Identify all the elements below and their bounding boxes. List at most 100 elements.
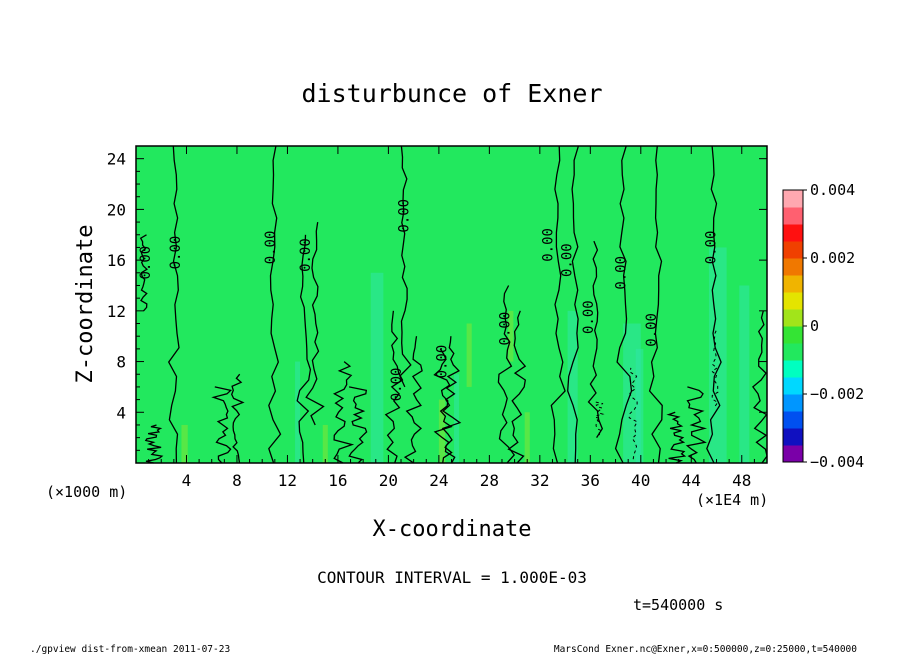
contour-line <box>296 234 312 464</box>
contour-line <box>685 386 708 464</box>
contour-line <box>403 336 423 464</box>
colorbar-cell <box>783 326 803 344</box>
contour-line <box>587 240 604 438</box>
x-tick-label: 16 <box>328 471 347 490</box>
colorbar-cell <box>783 445 803 463</box>
colorbar-cell <box>783 292 803 310</box>
contour-line <box>441 336 462 464</box>
contour-line <box>614 145 633 464</box>
y-tick-label: 16 <box>107 251 126 270</box>
field-band <box>322 424 328 463</box>
field-band <box>739 285 750 463</box>
field-band <box>181 424 188 463</box>
contour-line <box>550 145 566 464</box>
colorbar-tick-label: 0.002 <box>810 249 855 267</box>
contour-line <box>567 145 580 464</box>
time-label: t=540000 s <box>633 596 723 614</box>
chart-title: disturbunce of Exner <box>301 79 602 108</box>
contour-label: 0.00 <box>581 300 597 334</box>
contour-label: 0.00 <box>263 231 279 265</box>
colorbar-ticks: 0.004 0.002 0 −0.002 −0.004 <box>803 181 864 471</box>
y-tick-label: 24 <box>107 150 126 169</box>
colorbar-cell <box>783 224 803 242</box>
field-band <box>438 399 446 463</box>
contour-line <box>230 373 245 464</box>
field-band <box>524 412 530 463</box>
contour-label: 0.00 <box>614 256 630 290</box>
contour-line-negative <box>594 401 605 436</box>
x-tick-label: 24 <box>429 471 448 490</box>
contour-line <box>305 222 325 426</box>
y-tick-label: 4 <box>116 403 126 422</box>
contour-line-negative <box>628 367 638 460</box>
x-unit-left: (×1000 m) <box>46 483 127 501</box>
field-band <box>508 310 514 362</box>
contour-line <box>268 145 282 464</box>
colorbar-cell <box>783 258 803 276</box>
contour-label: 0.00 <box>138 246 154 280</box>
contour-label: 0.00 <box>644 313 660 347</box>
x-tick-label: 36 <box>581 471 600 490</box>
y-tick-label: 12 <box>107 302 126 321</box>
field-band <box>295 361 301 463</box>
colorbar-cell <box>783 394 803 412</box>
contour-line <box>144 424 164 464</box>
footer-left: ./gpview_dist-from-xmean 2011-07-23 <box>30 644 230 654</box>
colorbar-cell <box>783 190 803 208</box>
contour-line <box>752 310 768 464</box>
colorbar-cell <box>783 411 803 429</box>
contour-line <box>399 145 412 388</box>
field-band <box>635 348 644 463</box>
x-unit-right: (×1E4 m) <box>696 491 768 509</box>
x-tick-label: 48 <box>732 471 751 490</box>
contour-interval: CONTOUR INTERVAL = 1.000E-03 <box>317 568 587 587</box>
y-axis-label: Z-coordinate <box>73 225 98 384</box>
colorbar-tick-label: −0.002 <box>810 385 864 403</box>
colorbar-cell <box>783 377 803 395</box>
contour-label: 0.00 <box>703 231 719 265</box>
colorbar-tick-label: 0 <box>810 317 819 335</box>
x-axis-label: X-coordinate <box>373 517 532 542</box>
contour-label: 0.00 <box>168 236 184 270</box>
x-tick-label: 12 <box>278 471 297 490</box>
x-tick-label: 20 <box>379 471 398 490</box>
y-tick-label: 20 <box>107 200 126 219</box>
colorbar <box>783 190 803 463</box>
field-band <box>370 272 384 463</box>
x-tick-label: 8 <box>232 471 242 490</box>
contour-line <box>348 386 368 464</box>
x-tick-label: 28 <box>480 471 499 490</box>
contour-lines <box>139 145 768 464</box>
footer-right: MarsCond_Exner.nc@Exner,x=0:500000,z=0:2… <box>554 644 857 654</box>
contour-label: 0.00 <box>298 238 314 272</box>
y-tick-label: 8 <box>116 353 126 372</box>
contour-line <box>332 361 355 464</box>
colorbar-cell <box>783 241 803 259</box>
colorbar-tick-label: 0.004 <box>810 181 855 199</box>
colorbar-cell <box>783 207 803 225</box>
contour-label: 0.00 <box>397 199 413 233</box>
field-band <box>466 323 472 387</box>
colorbar-cell <box>783 309 803 327</box>
contour-label: 0.00 <box>540 228 556 262</box>
contour-line <box>648 145 663 464</box>
colorbar-cell <box>783 360 803 378</box>
x-tick-label: 32 <box>530 471 549 490</box>
colorbar-cell <box>783 275 803 293</box>
contour-label: 0.00 <box>559 243 575 277</box>
contour-line <box>507 310 527 464</box>
contour-line <box>167 145 180 464</box>
colorbar-tick-label: −0.004 <box>810 453 864 471</box>
x-tick-label: 44 <box>682 471 701 490</box>
colorbar-cell <box>783 428 803 446</box>
contour-line <box>139 234 148 312</box>
contour-line <box>211 386 233 464</box>
colorbar-cell <box>783 343 803 361</box>
contour-line <box>384 310 404 464</box>
x-tick-label: 40 <box>631 471 650 490</box>
contour-label: 0.00 <box>389 368 405 402</box>
contour-line-negative <box>711 329 719 407</box>
x-tick-label: 4 <box>182 471 192 490</box>
contour-label: 0.00 <box>434 345 450 379</box>
